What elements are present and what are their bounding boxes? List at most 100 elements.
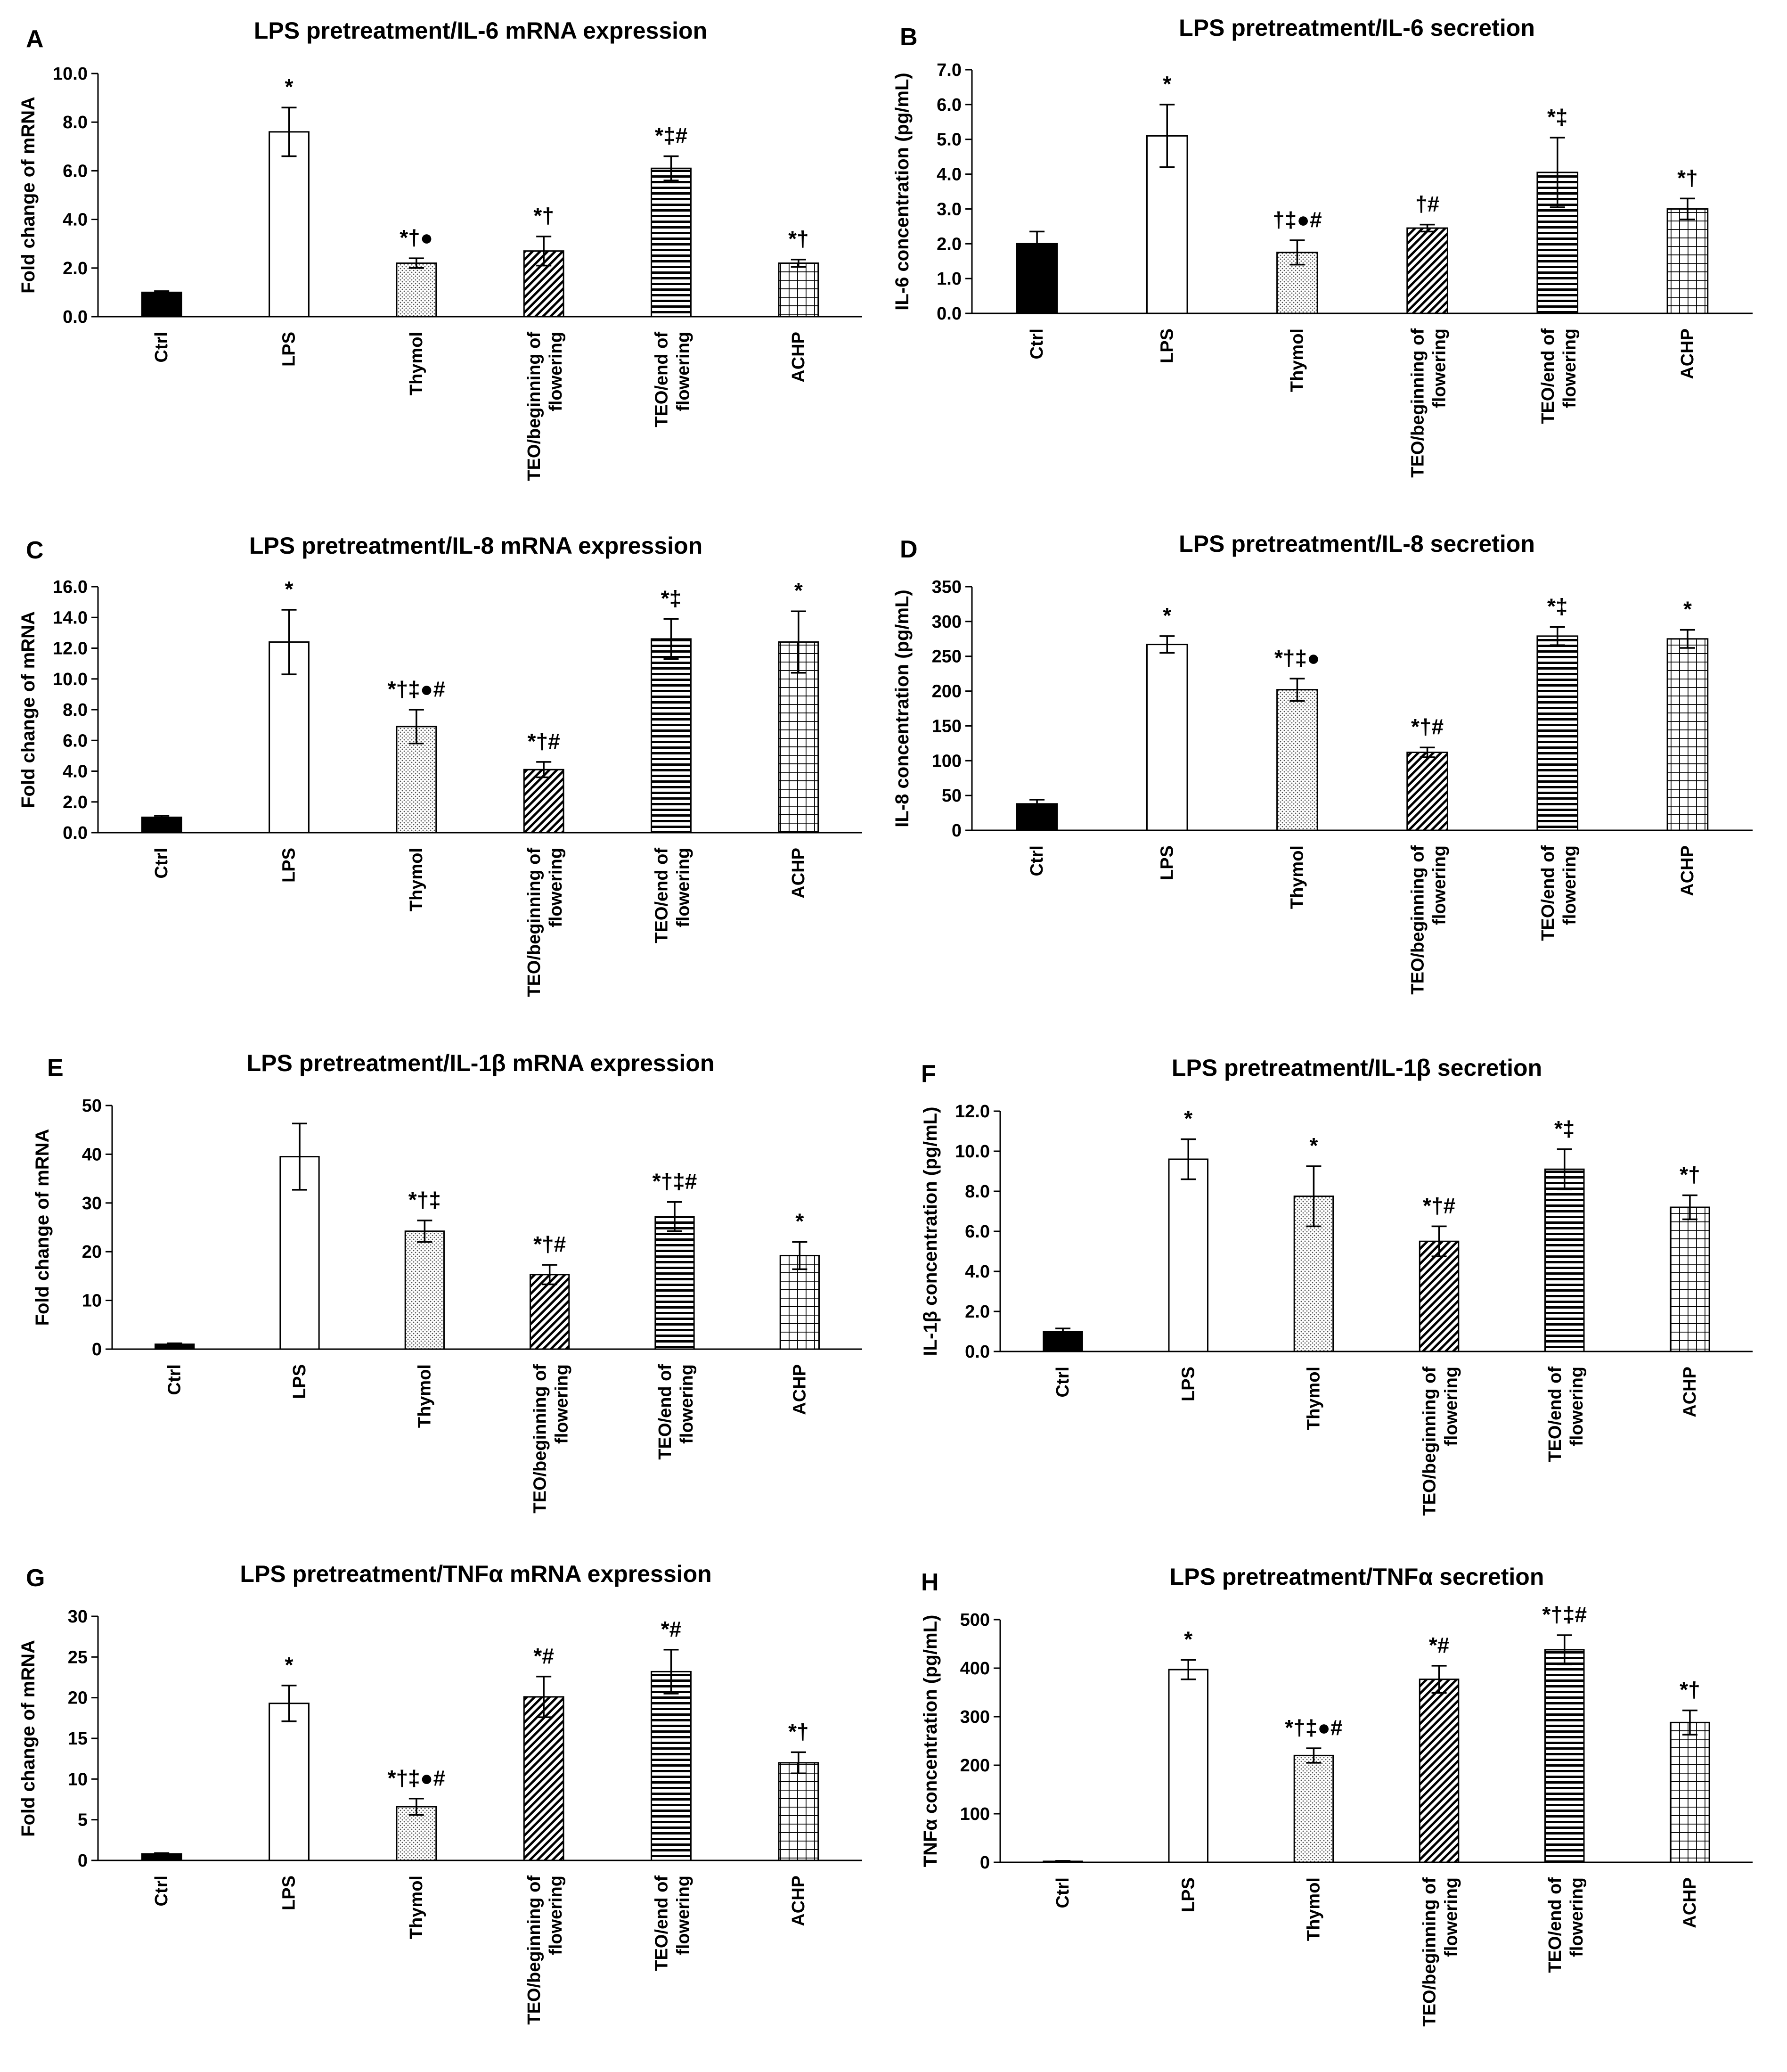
x-tick-line: TEO/end of <box>1538 845 1558 941</box>
x-tick-line: Thymol <box>1287 328 1307 392</box>
y-tick-label: 4.0 <box>63 210 88 230</box>
x-tick-label: LPS <box>1157 845 1177 880</box>
x-tick-label: LPS <box>279 848 299 883</box>
x-tick-line: LPS <box>1178 1877 1198 1912</box>
y-tick-label: 350 <box>932 577 962 597</box>
panel-letter: C <box>26 537 44 564</box>
x-tick-label: Thymol <box>407 1875 426 1939</box>
x-tick-line: Ctrl <box>1027 845 1047 876</box>
y-tick-label: 0 <box>92 1340 102 1359</box>
y-tick-label: 25 <box>68 1647 88 1667</box>
y-tick-label: 0 <box>952 821 962 841</box>
x-tick-line: TEO/beginning of <box>1408 328 1428 478</box>
bar-5 <box>651 167 692 318</box>
y-tick-label: 4.0 <box>965 1262 990 1282</box>
significance-label: *†‡# <box>1542 1602 1587 1627</box>
x-tick-line: flowering <box>546 848 566 927</box>
bar-4 <box>523 1696 564 1861</box>
panel-letter: A <box>26 25 44 53</box>
x-tick-label: TEO/beginning of flowering <box>1420 1877 1461 2027</box>
chart-title: LPS pretreatment/IL-8 secretion <box>1179 531 1535 557</box>
x-tick-line: LPS <box>279 1875 299 1910</box>
y-tick-label: 10 <box>82 1291 102 1311</box>
x-tick-line: flowering <box>674 848 694 927</box>
x-tick-label: ACHP <box>790 1364 809 1415</box>
significance-label: * <box>1683 597 1692 622</box>
y-tick-label: 40 <box>82 1145 102 1164</box>
significance-label: *†‡●# <box>1285 1715 1342 1740</box>
y-tick-label: 2.0 <box>63 259 88 278</box>
x-tick-line: TEO/end of <box>652 1875 672 1971</box>
y-tick-label: 100 <box>960 1804 990 1824</box>
x-tick-label: Thymol <box>407 332 426 395</box>
x-tick-line: flowering <box>546 332 566 411</box>
significance-label: *‡ <box>1547 594 1567 619</box>
x-tick-line: LPS <box>279 332 299 367</box>
y-tick-label: 0.0 <box>63 823 88 843</box>
significance-label: *†‡● <box>1274 646 1320 670</box>
y-tick-label: 14.0 <box>53 608 88 628</box>
panel-b: B LPS pretreatment/IL-6 secretion 0.0 1.0 2.… <box>892 15 1753 478</box>
y-tick-label: 50 <box>942 786 962 806</box>
significance-label: *‡ <box>1554 1116 1575 1141</box>
bar-3 <box>1293 1754 1334 1863</box>
bar-6 <box>1670 1206 1710 1352</box>
panel-letter: H <box>921 1569 939 1596</box>
bar-6 <box>1666 208 1709 314</box>
x-tick-label: TEO/beginning of flowering <box>524 1875 566 2025</box>
significance-label: *‡ <box>1547 105 1567 129</box>
x-tick-line: TEO/end of <box>652 332 672 427</box>
bar-2 <box>269 131 310 318</box>
x-tick-line: flowering <box>677 1364 697 1444</box>
significance-label: * <box>1163 603 1171 628</box>
chart-title: LPS pretreatment/IL-8 mRNA expression <box>249 532 702 559</box>
bar-2 <box>1168 1669 1209 1863</box>
x-tick-line: Thymol <box>1287 845 1307 909</box>
bar-5 <box>651 638 692 834</box>
panel-f: F LPS pretreatment/IL-1β secretion 0.0 2.0 4… <box>920 1055 1753 1516</box>
x-tick-line: LPS <box>1157 328 1177 363</box>
significance-label: *†‡●# <box>388 1766 445 1790</box>
y-tick-label: 0.0 <box>63 307 88 327</box>
y-tick-label: 8.0 <box>63 700 88 720</box>
x-tick-line: flowering <box>1442 1877 1461 1957</box>
significance-label: *† <box>788 1719 808 1744</box>
x-tick-line: Ctrl <box>152 1875 171 1906</box>
significance-label: *†‡ <box>408 1188 441 1212</box>
bar-6 <box>778 262 819 318</box>
bar-5 <box>651 1671 692 1861</box>
y-tick-label: 6.0 <box>965 1222 990 1242</box>
panel-d: D LPS pretreatment/IL-8 secretion 0 50 100 15… <box>892 531 1753 995</box>
x-tick-line: flowering <box>1567 1877 1587 1957</box>
bar-1 <box>141 291 182 318</box>
significance-label: * <box>285 1653 294 1677</box>
x-tick-label: Thymol <box>1304 1367 1323 1430</box>
y-tick-label: 30 <box>82 1194 102 1213</box>
x-tick-label: TEO/beginning of flowering <box>1420 1367 1461 1516</box>
x-tick-line: LPS <box>279 848 299 883</box>
x-tick-line: TEO/beginning of <box>524 1875 544 2025</box>
panel-e: E LPS pretreatment/IL-1β mRNA expression 0… <box>32 1050 862 1514</box>
y-axis-label: TNFα concentration (pg/mL) <box>920 1615 941 1867</box>
significance-label: *†# <box>533 1232 566 1256</box>
significance-label: *†# <box>1423 1193 1455 1218</box>
bar-4 <box>523 769 564 834</box>
x-tick-line: flowering <box>1560 328 1580 408</box>
x-tick-label: Ctrl <box>1053 1367 1073 1397</box>
y-tick-label: 16.0 <box>53 577 88 597</box>
significance-label: * <box>1184 1106 1192 1131</box>
y-tick-label: 5.0 <box>937 130 962 150</box>
significance-label: *† <box>1677 165 1697 190</box>
y-tick-label: 0.0 <box>937 304 962 324</box>
x-tick-line: flowering <box>1442 1367 1461 1446</box>
x-tick-label: LPS <box>1178 1367 1198 1401</box>
x-tick-line: TEO/end of <box>655 1364 675 1460</box>
x-tick-label: ACHP <box>789 1875 808 1926</box>
y-tick-label: 300 <box>932 612 962 632</box>
x-tick-line: ACHP <box>1680 1367 1700 1417</box>
panel-letter: E <box>47 1054 64 1081</box>
y-axis-label: IL-8 concentration (pg/mL) <box>892 590 913 827</box>
significance-label: *†● <box>400 225 433 250</box>
x-tick-line: Thymol <box>1304 1367 1323 1430</box>
y-tick-label: 8.0 <box>63 113 88 132</box>
